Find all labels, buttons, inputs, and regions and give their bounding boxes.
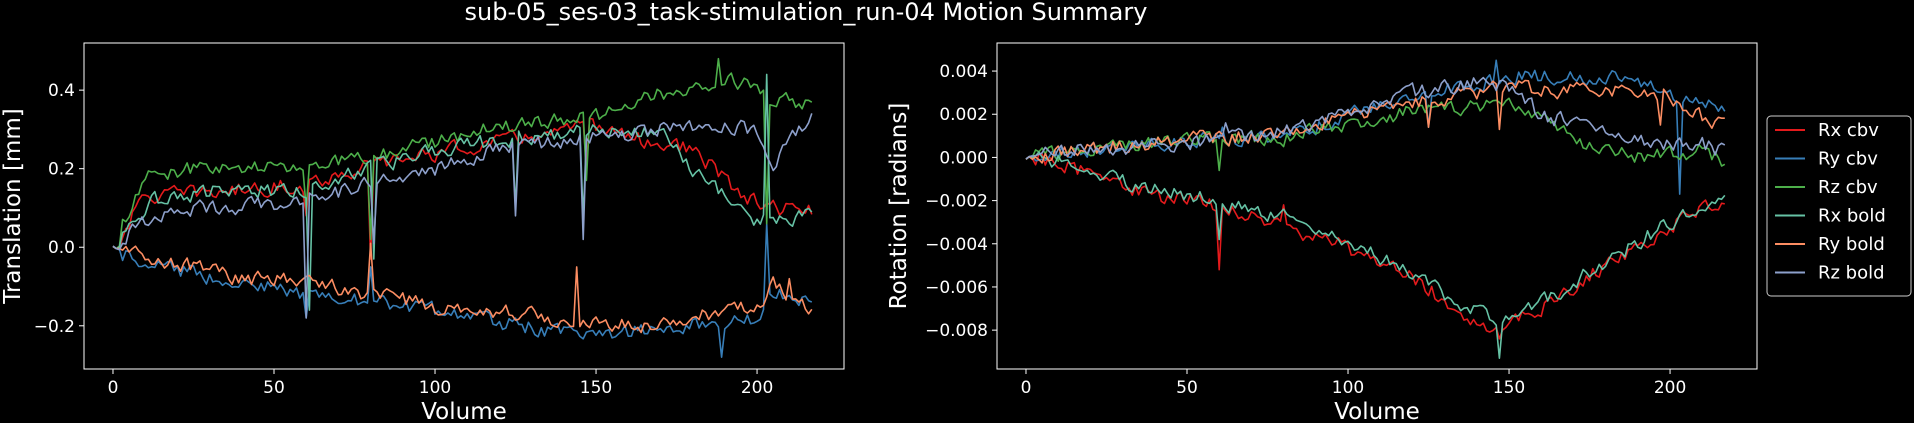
y-tick-label: 0.002: [939, 105, 988, 125]
x-tick-label: 150: [1493, 378, 1525, 398]
y-tick-label: −0.006: [925, 278, 988, 298]
y-tick-label: −0.002: [925, 192, 988, 212]
y-axis-label: Rotation [radians]: [886, 103, 912, 310]
x-tick-label: 0: [1021, 378, 1032, 398]
y-tick-label: 0.0: [48, 238, 75, 258]
x-tick-label: 200: [1654, 378, 1686, 398]
y-tick-label: 0.004: [939, 62, 988, 82]
series-line: [1025, 59, 1726, 195]
legend-label: Rx bold: [1818, 206, 1886, 227]
x-tick-label: 50: [263, 378, 285, 398]
y-tick-label: −0.004: [925, 235, 988, 255]
x-axis-label: Volume: [421, 399, 507, 423]
rotation-plot: 0 50 100 150 200 −0.008 −0.006 −0.004 −0.002 0.00…: [886, 42, 1758, 423]
series-line: [112, 242, 813, 334]
axes-frame: [996, 42, 1758, 370]
x-tick-label: 100: [1332, 378, 1364, 398]
series-line: [112, 113, 813, 319]
translation-plot: 0 50 100 150 200 −0.2 0.0 0.2 0.4 Volume Translati…: [0, 42, 845, 423]
y-tick-label: −0.2: [34, 317, 75, 337]
legend-label: Rz bold: [1818, 263, 1885, 284]
y-tick-label: 0.2: [48, 160, 75, 180]
legend-label: Ry bold: [1818, 234, 1885, 255]
x-axis-label: Volume: [1334, 399, 1420, 423]
legend-label: Ry cbv: [1818, 149, 1878, 170]
x-tick-label: 50: [1176, 378, 1198, 398]
legend: Rx cbv Ry cbv Rz cbv Rx bold Ry bold Rz bold: [1766, 115, 1912, 297]
series-line: [112, 57, 813, 250]
series-line: [112, 117, 813, 260]
series-line: [1025, 151, 1726, 360]
x-tick-label: 100: [419, 378, 451, 398]
legend-frame: [1766, 115, 1912, 297]
series-line: [112, 73, 813, 311]
legend-label: Rx cbv: [1818, 120, 1879, 141]
series-line: [112, 222, 813, 359]
legend-label: Rz cbv: [1818, 177, 1878, 198]
y-tick-label: 0.000: [939, 148, 988, 168]
y-tick-label: 0.4: [48, 81, 75, 101]
series-line: [1025, 153, 1725, 340]
y-axis-label: Translation [mm]: [0, 108, 26, 304]
series-line: [1025, 76, 1726, 160]
x-tick-label: 0: [108, 378, 119, 398]
axes-frame: [83, 42, 845, 370]
figure-title: sub-05_ses-03_task-stimulation_run-04 Mo…: [465, 0, 1148, 26]
x-tick-label: 200: [741, 378, 773, 398]
y-tick-label: −0.008: [925, 321, 988, 341]
x-tick-label: 150: [580, 378, 612, 398]
